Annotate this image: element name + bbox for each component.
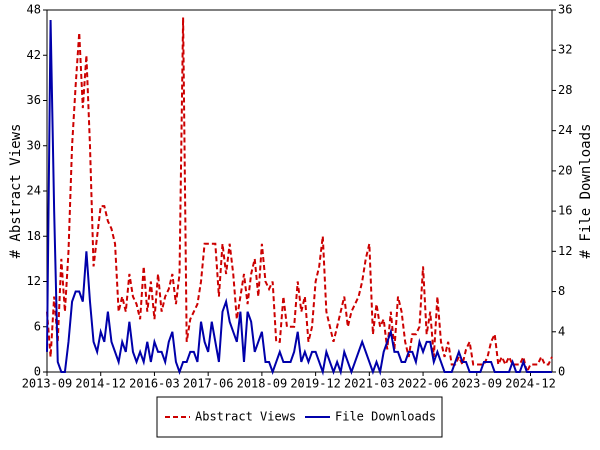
x-tick-label: 2021-03 xyxy=(344,377,395,391)
y-tick-label: 30 xyxy=(27,138,41,152)
y2-tick-label: 4 xyxy=(558,324,565,338)
plot-frame xyxy=(46,9,553,373)
x-tick-label: 2013-09 xyxy=(22,377,73,391)
y2-tick-label: 24 xyxy=(558,123,572,137)
x-tick-label: 2018-09 xyxy=(237,377,288,391)
y2-tick-label: 0 xyxy=(558,365,565,379)
y-tick-label: 24 xyxy=(27,184,41,198)
y2-tick-label: 28 xyxy=(558,83,572,97)
y2-axis-label: # File Downloads xyxy=(578,124,594,259)
legend-label: Abstract Views xyxy=(195,410,296,424)
y2-tick-label: 16 xyxy=(558,204,572,218)
y-tick-label: 36 xyxy=(27,93,41,107)
series-line xyxy=(46,17,553,375)
legend-label: File Downloads xyxy=(335,410,436,424)
y2-tick-label: 8 xyxy=(558,284,565,298)
x-tick-label: 2016-03 xyxy=(129,377,180,391)
y2-tick-label: 36 xyxy=(558,3,572,17)
series-line xyxy=(46,20,552,376)
x-tick-label: 2023-09 xyxy=(451,377,502,391)
legend-box xyxy=(156,396,443,438)
y-tick-label: 12 xyxy=(27,274,41,288)
y-tick-label: 18 xyxy=(27,229,41,243)
y-tick-label: 6 xyxy=(34,319,41,333)
y2-tick-label: 32 xyxy=(558,43,572,57)
y2-tick-label: 12 xyxy=(558,244,572,258)
y-tick-label: 42 xyxy=(27,48,41,62)
y2-tick-label: 20 xyxy=(558,163,572,177)
x-tick-label: 2022-06 xyxy=(398,377,449,391)
y-axis-label: # Abstract Views xyxy=(8,124,24,259)
x-tick-label: 2017-06 xyxy=(183,377,234,391)
x-tick-label: 2014-12 xyxy=(75,377,126,391)
y-tick-label: 48 xyxy=(27,3,41,17)
x-tick-label: 2024-12 xyxy=(505,377,556,391)
x-tick-label: 2019-12 xyxy=(290,377,341,391)
y-tick-label: 0 xyxy=(34,365,41,379)
